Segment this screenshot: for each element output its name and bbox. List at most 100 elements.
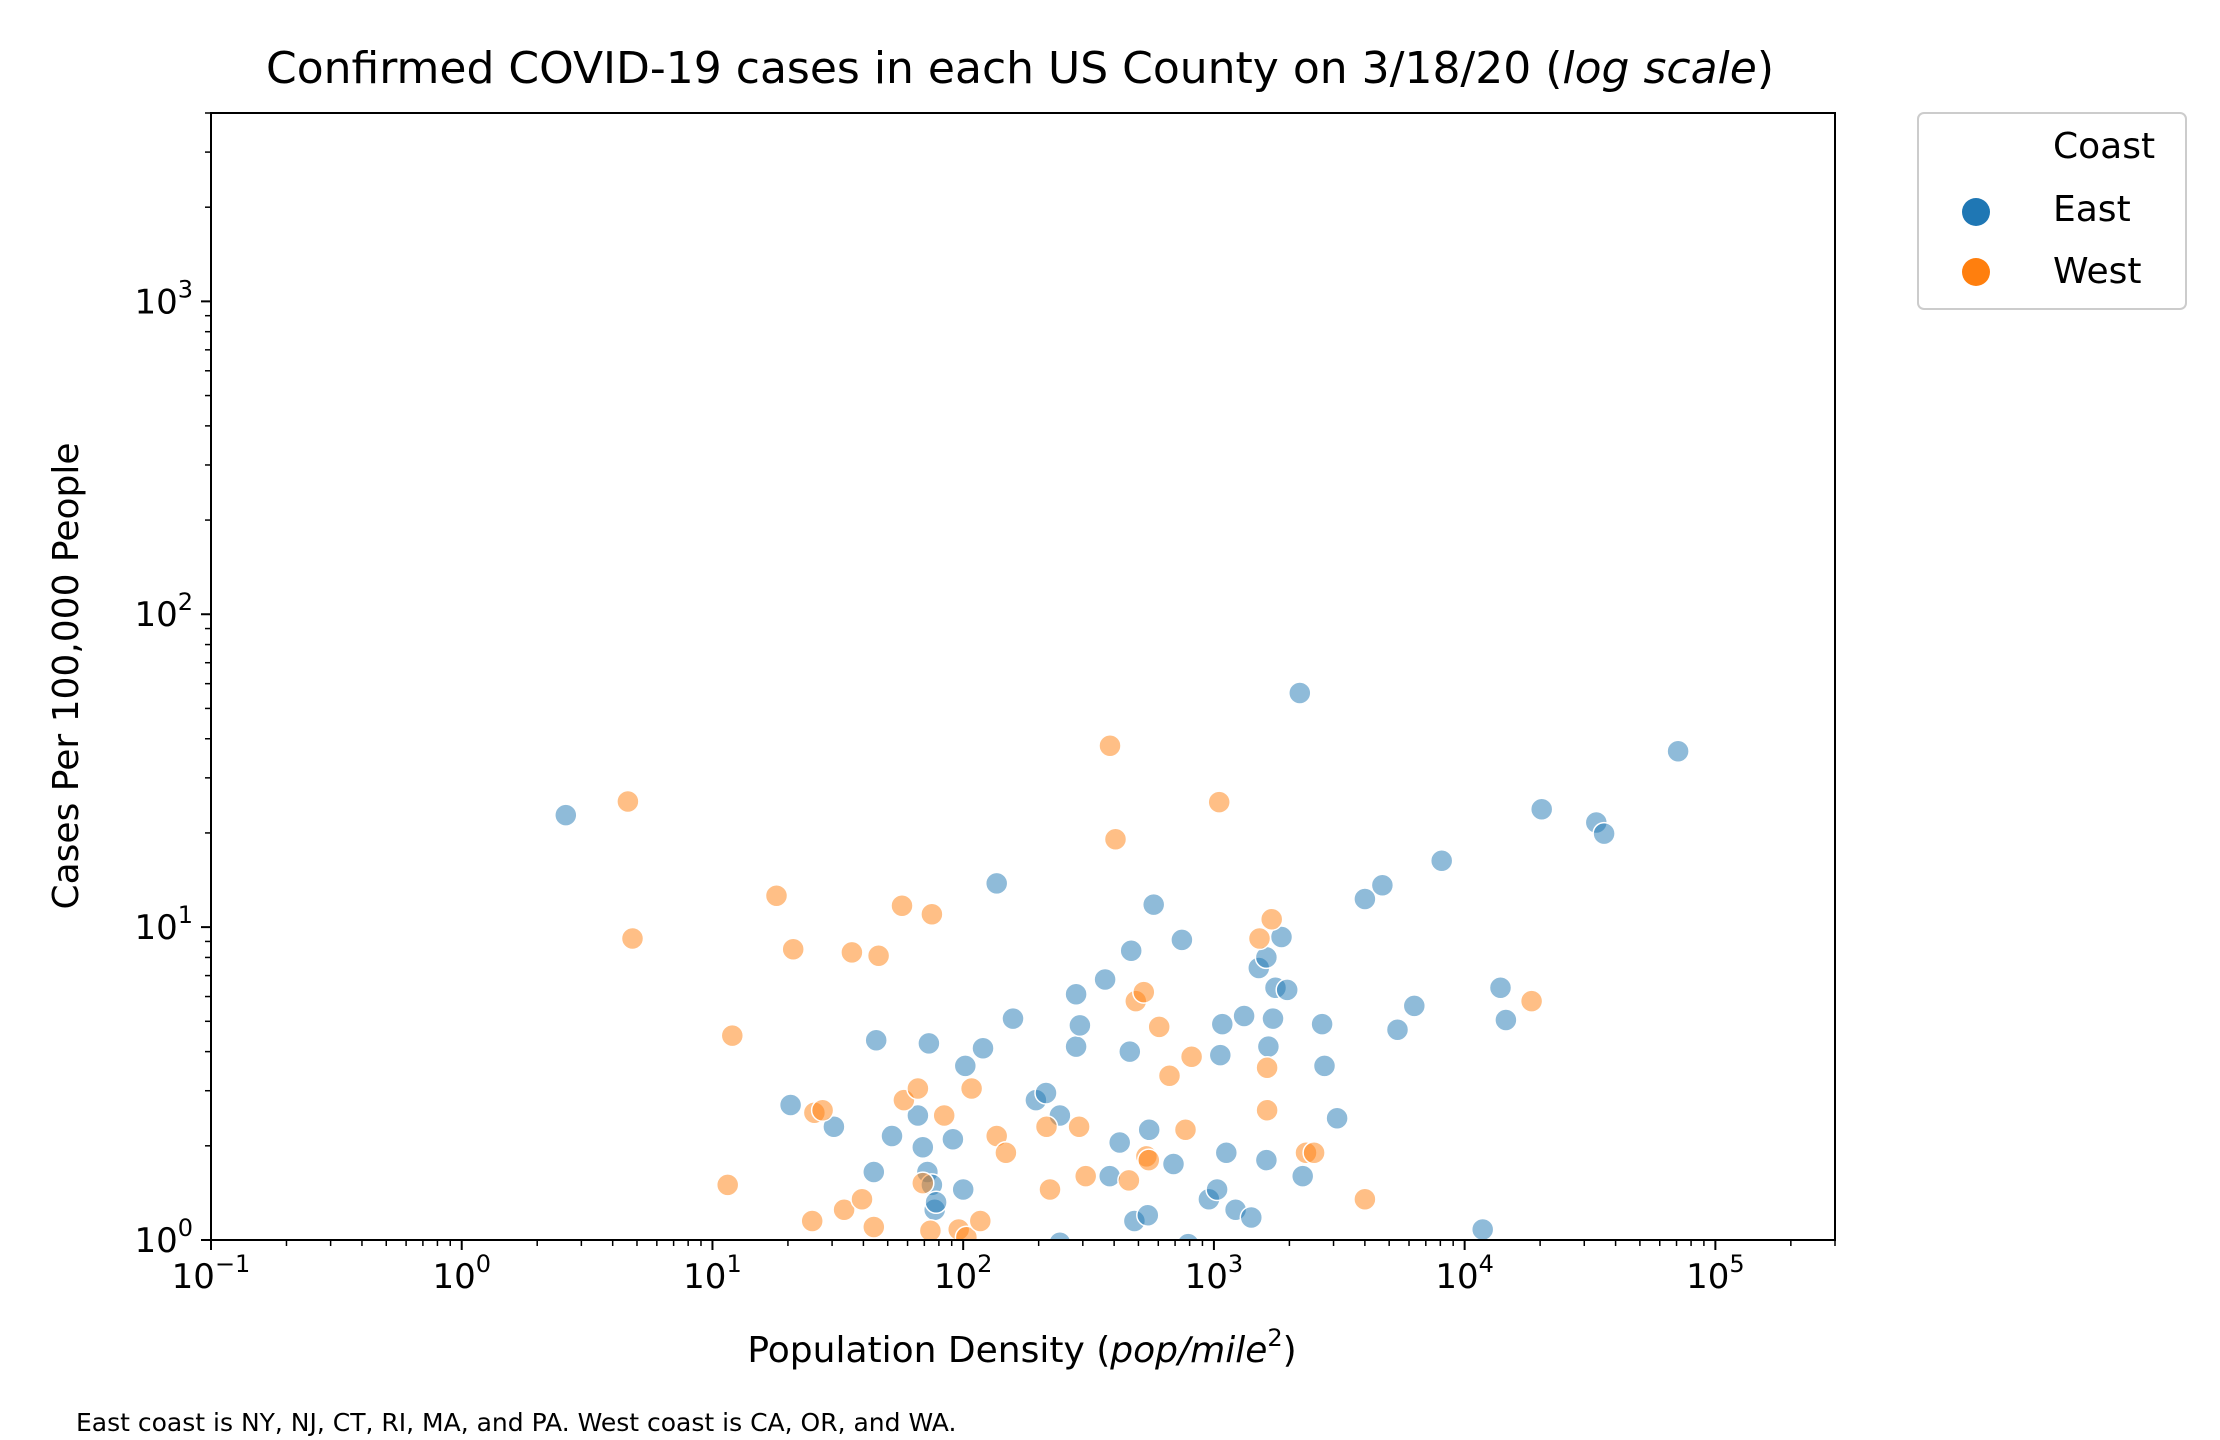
chart-title: Confirmed COVID-19 cases in each US Coun… bbox=[266, 43, 1774, 94]
data-point-east bbox=[1136, 1203, 1160, 1227]
data-point-east bbox=[1048, 1230, 1072, 1240]
data-point-west bbox=[994, 1141, 1018, 1165]
data-point-west bbox=[800, 1209, 824, 1233]
x-axis-label: Population Density (pop/mile2) bbox=[747, 1324, 1296, 1371]
data-point-west bbox=[1038, 1177, 1062, 1202]
y-tick-label: 101 bbox=[134, 901, 193, 948]
data-point-east bbox=[1402, 994, 1427, 1018]
data-point-west bbox=[1519, 989, 1544, 1013]
data-point-west bbox=[720, 1023, 745, 1048]
data-point-east bbox=[1170, 928, 1194, 952]
data-point-east bbox=[1470, 1217, 1495, 1240]
data-points bbox=[554, 681, 1690, 1240]
legend-label-west: West bbox=[2053, 251, 2142, 292]
data-point-west bbox=[1302, 1141, 1326, 1165]
x-tick-label: 104 bbox=[1435, 1250, 1494, 1297]
data-point-east bbox=[911, 1135, 935, 1159]
data-point-west bbox=[1179, 1045, 1204, 1069]
data-point-east bbox=[1312, 1054, 1337, 1078]
data-point-east bbox=[1064, 1034, 1088, 1059]
data-point-east bbox=[1592, 821, 1616, 846]
data-point-east bbox=[1001, 1006, 1025, 1031]
y-tick-label: 100 bbox=[134, 1214, 193, 1261]
data-point-west bbox=[810, 1098, 835, 1122]
data-point-west bbox=[620, 926, 645, 951]
data-point-west bbox=[920, 902, 944, 926]
data-point-east bbox=[924, 1190, 948, 1215]
y-axis-ticks: 100 101 102 103 bbox=[134, 275, 211, 1261]
data-point-east bbox=[1310, 1012, 1334, 1036]
legend-label-east: East bbox=[2053, 189, 2131, 230]
data-point-west bbox=[932, 1103, 956, 1128]
data-point-west bbox=[1247, 926, 1272, 951]
data-point-west bbox=[959, 1076, 984, 1101]
data-point-west bbox=[1117, 1168, 1141, 1193]
footnote: East coast is NY, NJ, CT, RI, MA, and PA… bbox=[76, 1408, 957, 1437]
data-point-west bbox=[918, 1219, 943, 1240]
data-point-west bbox=[781, 937, 805, 961]
data-point-east bbox=[1137, 1118, 1161, 1142]
data-point-east bbox=[1385, 1017, 1410, 1042]
data-point-west bbox=[1259, 907, 1284, 931]
x-axis-ticks: 10−1 100 101 102 103 104 105 bbox=[172, 1240, 1745, 1297]
x-tick-label: 103 bbox=[1185, 1250, 1244, 1297]
data-point-east bbox=[1494, 1008, 1518, 1032]
x-tick-label: 100 bbox=[432, 1250, 491, 1297]
data-point-east bbox=[1068, 1013, 1092, 1038]
data-point-east bbox=[1529, 797, 1554, 822]
data-point-east bbox=[1261, 1006, 1285, 1031]
data-point-east bbox=[778, 1093, 803, 1117]
y-axis-label: Cases Per 100,000 People bbox=[46, 442, 87, 909]
data-point-east bbox=[953, 1054, 978, 1078]
data-point-east bbox=[984, 871, 1009, 896]
data-point-east bbox=[1488, 976, 1513, 1000]
data-point-east bbox=[1232, 1004, 1256, 1028]
data-point-west bbox=[616, 789, 640, 814]
data-point-east bbox=[864, 1028, 888, 1052]
data-point-east bbox=[1141, 892, 1166, 917]
data-point-west bbox=[911, 1171, 935, 1195]
data-point-east bbox=[1254, 1148, 1279, 1172]
data-point-east bbox=[951, 1177, 975, 1202]
data-point-west bbox=[862, 1215, 886, 1239]
data-point-east bbox=[1118, 1039, 1142, 1064]
data-point-west bbox=[1255, 1056, 1279, 1080]
data-point-east bbox=[1161, 1152, 1186, 1176]
y-tick-label: 102 bbox=[134, 588, 193, 635]
data-point-east bbox=[1034, 1081, 1058, 1105]
data-point-east bbox=[1208, 1043, 1233, 1067]
data-point-west bbox=[1132, 980, 1156, 1004]
data-point-west bbox=[890, 894, 914, 918]
x-tick-label: 101 bbox=[683, 1250, 742, 1297]
data-point-east bbox=[941, 1127, 965, 1151]
data-point-east bbox=[1353, 887, 1377, 911]
data-point-east bbox=[1064, 982, 1088, 1007]
data-point-west bbox=[1067, 1115, 1091, 1139]
data-point-east bbox=[1210, 1012, 1235, 1036]
data-point-west bbox=[866, 944, 891, 968]
data-point-west bbox=[1137, 1148, 1161, 1172]
legend: Coast East West bbox=[1917, 112, 2187, 310]
data-point-west bbox=[1255, 1098, 1279, 1122]
data-point-east bbox=[1370, 873, 1395, 898]
data-point-east bbox=[1093, 967, 1117, 992]
legend-frame bbox=[1917, 112, 2187, 310]
data-point-east bbox=[1429, 848, 1454, 873]
data-point-west bbox=[764, 883, 789, 908]
data-point-east bbox=[1214, 1141, 1239, 1165]
data-point-west bbox=[968, 1209, 993, 1233]
data-point-west bbox=[1073, 1164, 1098, 1188]
data-point-east bbox=[1325, 1106, 1349, 1130]
data-point-east bbox=[880, 1124, 904, 1148]
data-point-east bbox=[1666, 739, 1690, 763]
legend-marker-east bbox=[1962, 198, 1990, 226]
data-point-west bbox=[832, 1197, 856, 1222]
data-point-east bbox=[1205, 1177, 1229, 1202]
data-point-east bbox=[906, 1103, 930, 1128]
x-tick-label: 102 bbox=[934, 1250, 993, 1297]
data-point-east bbox=[1097, 1164, 1122, 1188]
data-point-east bbox=[554, 803, 578, 827]
data-point-east bbox=[1107, 1130, 1132, 1155]
data-point-west bbox=[1034, 1115, 1059, 1139]
